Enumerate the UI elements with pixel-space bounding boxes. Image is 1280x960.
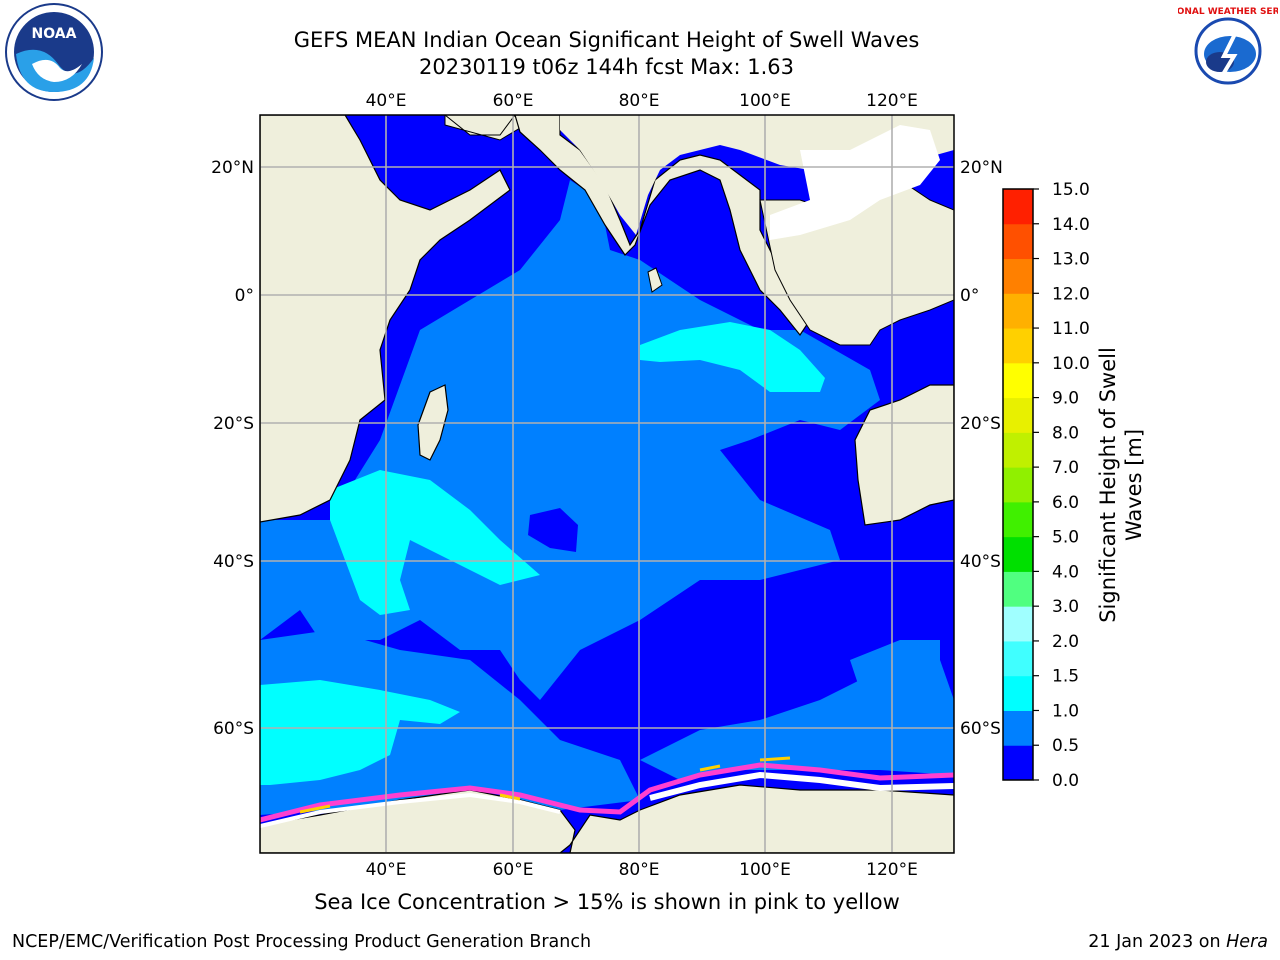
colorbar-tick-label: 5.0 bbox=[1052, 528, 1079, 548]
colorbar-segment bbox=[1003, 397, 1033, 433]
sea-ice-asia bbox=[770, 125, 940, 240]
colorbar-segment bbox=[1003, 606, 1033, 642]
noaa-logo-text: NOAA bbox=[32, 26, 77, 42]
lat-label-right-40s: 40°S bbox=[960, 552, 1001, 572]
lon-label-top-60e: 60°E bbox=[493, 91, 534, 111]
footer-date: 21 Jan 2023 on Hera bbox=[1088, 932, 1268, 952]
colorbar-segment bbox=[1003, 675, 1033, 711]
footer-host: Hera bbox=[1226, 932, 1268, 952]
colorbar-frame bbox=[1002, 188, 1034, 781]
chart-title: GEFS MEAN Indian Ocean Significant Heigh… bbox=[293, 28, 920, 52]
colorbar-segment bbox=[1003, 328, 1033, 364]
lon-label-bottom-40e: 40°E bbox=[366, 860, 407, 880]
lon-label-bottom-60e: 60°E bbox=[493, 860, 534, 880]
land-australia bbox=[854, 384, 954, 526]
lat-label-left-40s: 40°S bbox=[213, 552, 254, 572]
lat-label-left-20s: 20°S bbox=[213, 414, 254, 434]
colorbar-segment bbox=[1003, 710, 1033, 746]
lat-label-right-0: 0° bbox=[960, 286, 979, 306]
nws-logo-text: NATIONAL WEATHER SERVICE bbox=[1178, 7, 1278, 17]
colorbar-segment bbox=[1003, 362, 1033, 399]
colorbar-tick-label: 15.0 bbox=[1052, 180, 1090, 200]
colorbar-title-line2: Waves [m] bbox=[1122, 429, 1146, 541]
colorbar-tick-label: 3.0 bbox=[1052, 597, 1079, 617]
lat-label-left-60s: 60°S bbox=[213, 719, 254, 739]
colorbar-tick-label: 8.0 bbox=[1052, 423, 1079, 443]
colorbar-title: Significant Height of Swell Waves [m] bbox=[1096, 347, 1146, 623]
lon-label-top-100e: 100°E bbox=[739, 91, 791, 111]
colorbar-segment bbox=[1003, 745, 1033, 781]
footer-credit: NCEP/EMC/Verification Post Processing Pr… bbox=[12, 932, 592, 952]
land-india-fill bbox=[560, 115, 954, 235]
colorbar-tick-label: 1.0 bbox=[1052, 701, 1079, 721]
colorbar-tick-label: 2.0 bbox=[1052, 632, 1079, 652]
colorbar-tick-label: 14.0 bbox=[1052, 215, 1090, 235]
colorbar-segment bbox=[1003, 536, 1033, 572]
colorbar-title-line1: Significant Height of Swell bbox=[1096, 347, 1120, 623]
nws-logo: NATIONAL WEATHER SERVICE bbox=[1178, 4, 1278, 98]
colorbar-tick-label: 10.0 bbox=[1052, 354, 1090, 374]
colorbar-tick-label: 0.5 bbox=[1052, 736, 1079, 756]
colorbar-segment bbox=[1003, 189, 1033, 225]
colorbar-segment bbox=[1003, 640, 1033, 677]
colorbar-segment bbox=[1003, 223, 1033, 260]
colorbar-tick-label: 0.0 bbox=[1052, 771, 1079, 791]
colorbar-tick-label: 1.5 bbox=[1052, 667, 1079, 687]
sea-ice-caption: Sea Ice Concentration > 15% is shown in … bbox=[314, 890, 900, 914]
lon-label-bottom-80e: 80°E bbox=[619, 860, 660, 880]
colorbar-tick-label: 12.0 bbox=[1052, 284, 1090, 304]
swell-low-pocket bbox=[528, 508, 578, 552]
land-africa bbox=[260, 115, 511, 523]
chart-subtitle: 20230119 t06z 144h fcst Max: 1.63 bbox=[419, 55, 794, 79]
colorbar-segment bbox=[1003, 258, 1033, 294]
lat-label-right-60s: 60°S bbox=[960, 719, 1001, 739]
lat-label-left-0: 0° bbox=[235, 286, 254, 306]
colorbar-tick-label: 6.0 bbox=[1052, 493, 1079, 513]
swell-1.0-1.5-region bbox=[260, 322, 825, 785]
lon-label-bottom-120e: 120°E bbox=[866, 860, 918, 880]
colorbar-segment bbox=[1003, 432, 1033, 468]
lat-label-right-20s: 20°S bbox=[960, 414, 1001, 434]
colorbar-tick-label: 4.0 bbox=[1052, 562, 1079, 582]
lat-label-left-20n: 20°N bbox=[211, 158, 254, 178]
colorbar-segment bbox=[1003, 293, 1033, 329]
lon-label-top-80e: 80°E bbox=[619, 91, 660, 111]
lat-label-right-20n: 20°N bbox=[960, 158, 1003, 178]
land-sri-lanka bbox=[647, 267, 663, 293]
colorbar-segment bbox=[1003, 571, 1033, 607]
lon-label-bottom-100e: 100°E bbox=[739, 860, 791, 880]
colorbar-tick-label: 9.0 bbox=[1052, 389, 1079, 409]
lon-label-top-120e: 120°E bbox=[866, 91, 918, 111]
colorbar: 0.0 0.5 1.0 1.5 2.0 3.0 4.0 5.0 6.0 7.0 8.0 9.0 10.0… bbox=[1003, 180, 1090, 791]
colorbar-segment bbox=[1003, 467, 1033, 503]
colorbar-segment bbox=[1003, 501, 1033, 538]
map-frame bbox=[259, 114, 955, 854]
colorbar-tick-label: 13.0 bbox=[1052, 250, 1090, 270]
footer-date-text: 21 Jan 2023 on bbox=[1088, 932, 1227, 952]
lon-label-top-40e: 40°E bbox=[366, 91, 407, 111]
colorbar-tick-label: 7.0 bbox=[1052, 458, 1079, 478]
graticule bbox=[260, 115, 954, 853]
colorbar-tick-label: 11.0 bbox=[1052, 319, 1090, 339]
noaa-logo: NOAA bbox=[5, 3, 103, 101]
